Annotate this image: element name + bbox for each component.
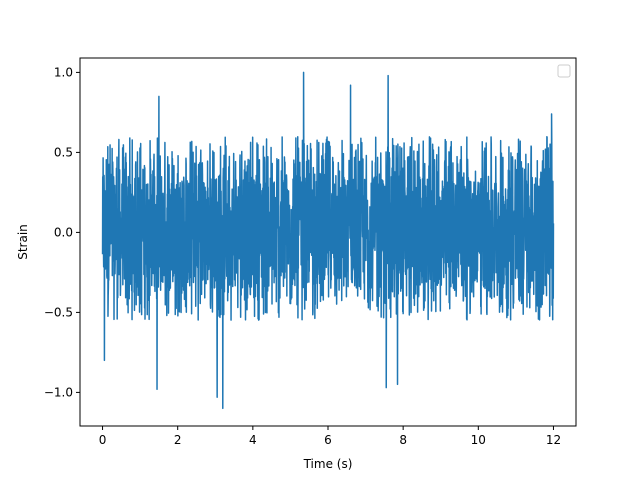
x-tick-label: 4 (249, 433, 257, 447)
x-tick-label: 12 (546, 433, 561, 447)
x-tick-label: 2 (174, 433, 182, 447)
plot-frame (79, 57, 577, 427)
x-tick-label: 6 (324, 433, 332, 447)
series-strain-line (101, 71, 555, 410)
y-axis: −1.0 −0.5 0.0 0.5 1.0 (44, 65, 80, 399)
x-tick-label: 10 (471, 433, 486, 447)
y-tick-label: 1.0 (54, 65, 73, 79)
y-tick-label: −1.0 (44, 385, 73, 399)
y-axis-label: Strain (16, 224, 30, 260)
x-axis: 0 2 4 6 8 10 12 (99, 426, 561, 447)
x-tick-label: 8 (399, 433, 407, 447)
x-tick-label: 0 (99, 433, 107, 447)
plot-area (101, 71, 555, 410)
y-tick-label: 0.0 (54, 225, 73, 239)
legend-box (557, 64, 571, 78)
y-tick-label: 0.5 (54, 145, 73, 159)
y-tick-label: −0.5 (44, 305, 73, 319)
x-axis-label: Time (s) (303, 457, 353, 471)
